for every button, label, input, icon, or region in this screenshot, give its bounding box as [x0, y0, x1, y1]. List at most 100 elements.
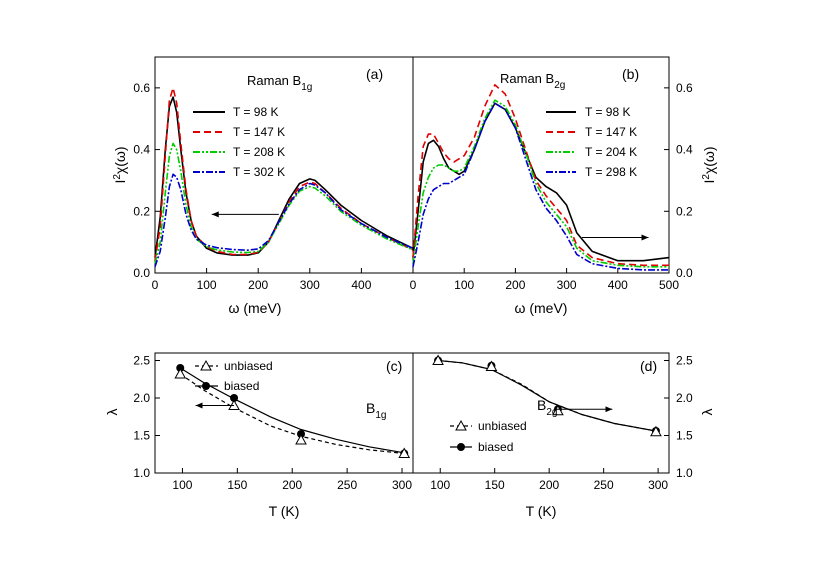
panel-d-xtick-label: 100 [430, 478, 450, 492]
legend-b-298-label: T = 298 K [585, 165, 637, 179]
panel-d-unbiased-fit [438, 359, 657, 432]
panel-a-ytick-label: 0.0 [133, 266, 150, 280]
panel-c-unbiased-point [398, 447, 411, 458]
panel-c-unbiased-fit [179, 373, 405, 455]
panel-a-plot-area: 0 100 200 300 400 0.0 0.2 0.4 0.6 [133, 81, 414, 292]
panel-b-xtick-label: 400 [608, 278, 628, 292]
panel-c-xtick-label: 300 [392, 478, 412, 492]
panel-c-unbiased-point [174, 367, 187, 379]
panel-c-ytick-label: 1.0 [133, 466, 150, 480]
panel-c-xtick-label: 250 [337, 478, 357, 492]
panel-b-ylabel: I2χ(ω) [701, 146, 717, 183]
panel-c-unbiased-point [295, 433, 307, 445]
panel-d-lambda-b2g: 100 150 200 250 300 1.0 1.5 2.0 2.5 (d) B2g T (K… [412, 352, 715, 519]
panel-b-ytick-label: 0.4 [676, 143, 693, 157]
panel-c-legend: unbiased biased [195, 359, 273, 393]
panel-d-frame [412, 352, 670, 474]
legend-a-147-label: T = 147 K [233, 125, 285, 139]
legend-a-98-label: T = 98 K [233, 105, 278, 119]
panel-a-ylabel: I2χ(ω) [112, 146, 128, 183]
panel-b-xtick-label: 500 [659, 278, 679, 292]
panel-a-xlabel: ω (meV) [229, 300, 282, 316]
legend-c-unbiased-label: unbiased [224, 359, 273, 373]
panel-d-ylabel: λ [699, 409, 715, 416]
panel-b-series-3-line [412, 102, 669, 271]
panel-d-xlabel: T (K) [526, 503, 557, 519]
panel-d-unbiased-point [432, 354, 444, 365]
panel-c-ylabel: λ [104, 409, 120, 416]
panel-d-ytick-label: 1.5 [676, 429, 693, 443]
panel-d-unbiased-point [485, 360, 498, 371]
legend-d-biased-label: biased [478, 440, 513, 454]
panel-c-xtick-label: 100 [172, 478, 192, 492]
panel-b-frame [412, 56, 670, 274]
panel-a-xtick-label: 400 [351, 278, 371, 292]
panel-b-xtick-label: 100 [454, 278, 474, 292]
panel-a-xtick-label: 100 [197, 278, 217, 292]
panel-d-label: (d) [640, 358, 657, 374]
panel-a-title: Raman B1g [247, 73, 312, 93]
panel-d-xtick-label: 250 [594, 478, 614, 492]
legend-b-147-label: T = 147 K [585, 125, 637, 139]
panel-c-xlabel: T (K) [269, 503, 300, 519]
legend-a-208-label: T = 208 K [233, 145, 285, 159]
panel-c-label: (c) [386, 358, 402, 374]
panel-d-biased-fit [438, 359, 657, 432]
panel-d-ytick-label: 2.5 [676, 354, 693, 368]
panel-a-xtick-label: 300 [300, 278, 320, 292]
panel-b-series-1-line [412, 84, 669, 267]
legend-c-circle-icon [202, 382, 210, 390]
panel-d-plot-area: 100 150 200 250 300 1.0 1.5 2.0 2.5 [430, 354, 693, 493]
panel-d-title: B2g [537, 397, 557, 418]
panel-b-ytick-label: 0.0 [676, 266, 693, 280]
panel-d-unbiased-point [552, 404, 564, 416]
panel-c-xtick-label: 150 [227, 478, 247, 492]
panel-c-ytick-label: 2.0 [133, 391, 150, 405]
panel-a-ytick-label: 0.2 [133, 204, 150, 218]
legend-b-204-label: T = 204 K [585, 145, 637, 159]
panel-b-xtick-label: 300 [557, 278, 577, 292]
panel-c-plot-area: 100 150 200 250 300 1.0 1.5 2.0 2.5 [133, 354, 412, 493]
panel-c-ytick-label: 2.5 [133, 354, 150, 368]
panel-b-series-2-line [412, 99, 669, 268]
panel-b-xtick-label: 200 [505, 278, 525, 292]
panel-c-title: B1g [366, 400, 386, 421]
panel-c-xtick-label: 200 [282, 478, 302, 492]
panel-a-xtick-label: 0 [152, 278, 159, 292]
panel-a-ytick-label: 0.4 [133, 143, 150, 157]
legend-b-98-label: T = 98 K [585, 105, 630, 119]
legend-c-biased-label: biased [224, 379, 259, 393]
legend-d-unbiased-label: unbiased [478, 419, 527, 433]
panel-d-legend: unbiased biased [450, 419, 527, 454]
panel-b-title: Raman B2g [500, 71, 565, 91]
panel-d-xtick-label: 200 [539, 478, 559, 492]
legend-a-302-label: T = 302 K [233, 165, 285, 179]
panel-c-ytick-label: 1.5 [133, 429, 150, 443]
panel-b-xlabel: ω (meV) [515, 300, 568, 316]
panel-b-label: (b) [622, 66, 639, 82]
panel-b-ytick-label: 0.2 [676, 204, 693, 218]
panel-b-legend: T = 98 K T = 147 K T = 204 K T = 298 K [546, 105, 637, 179]
panel-a-xtick-label: 200 [248, 278, 268, 292]
panel-c-biased-point [230, 394, 239, 402]
panel-a-legend: T = 98 K T = 147 K T = 208 K T = 302 K [193, 105, 285, 179]
panel-d-unbiased-point [650, 425, 662, 437]
panel-a-series-2-line [154, 142, 414, 264]
panel-b-ytick-label: 0.6 [676, 81, 693, 95]
panel-b-xtick-label: 0 [410, 278, 417, 292]
panel-a-series-3-line [154, 173, 414, 268]
panel-a-ytick-label: 0.6 [133, 81, 150, 95]
panel-d-xtick-label: 150 [485, 478, 505, 492]
legend-d-circle-icon [457, 443, 465, 451]
legend-d-triangle-icon [455, 419, 467, 431]
panel-d-ytick-label: 2.0 [676, 391, 693, 405]
panel-c-lambda-b1g: 100 150 200 250 300 1.0 1.5 2.0 2.5 (c) B1g T (K… [104, 352, 414, 519]
legend-c-triangle-icon [200, 359, 212, 371]
panel-d-xtick-label: 300 [648, 478, 668, 492]
panel-a-label: (a) [366, 66, 383, 82]
panel-d-ytick-label: 1.0 [676, 466, 693, 480]
